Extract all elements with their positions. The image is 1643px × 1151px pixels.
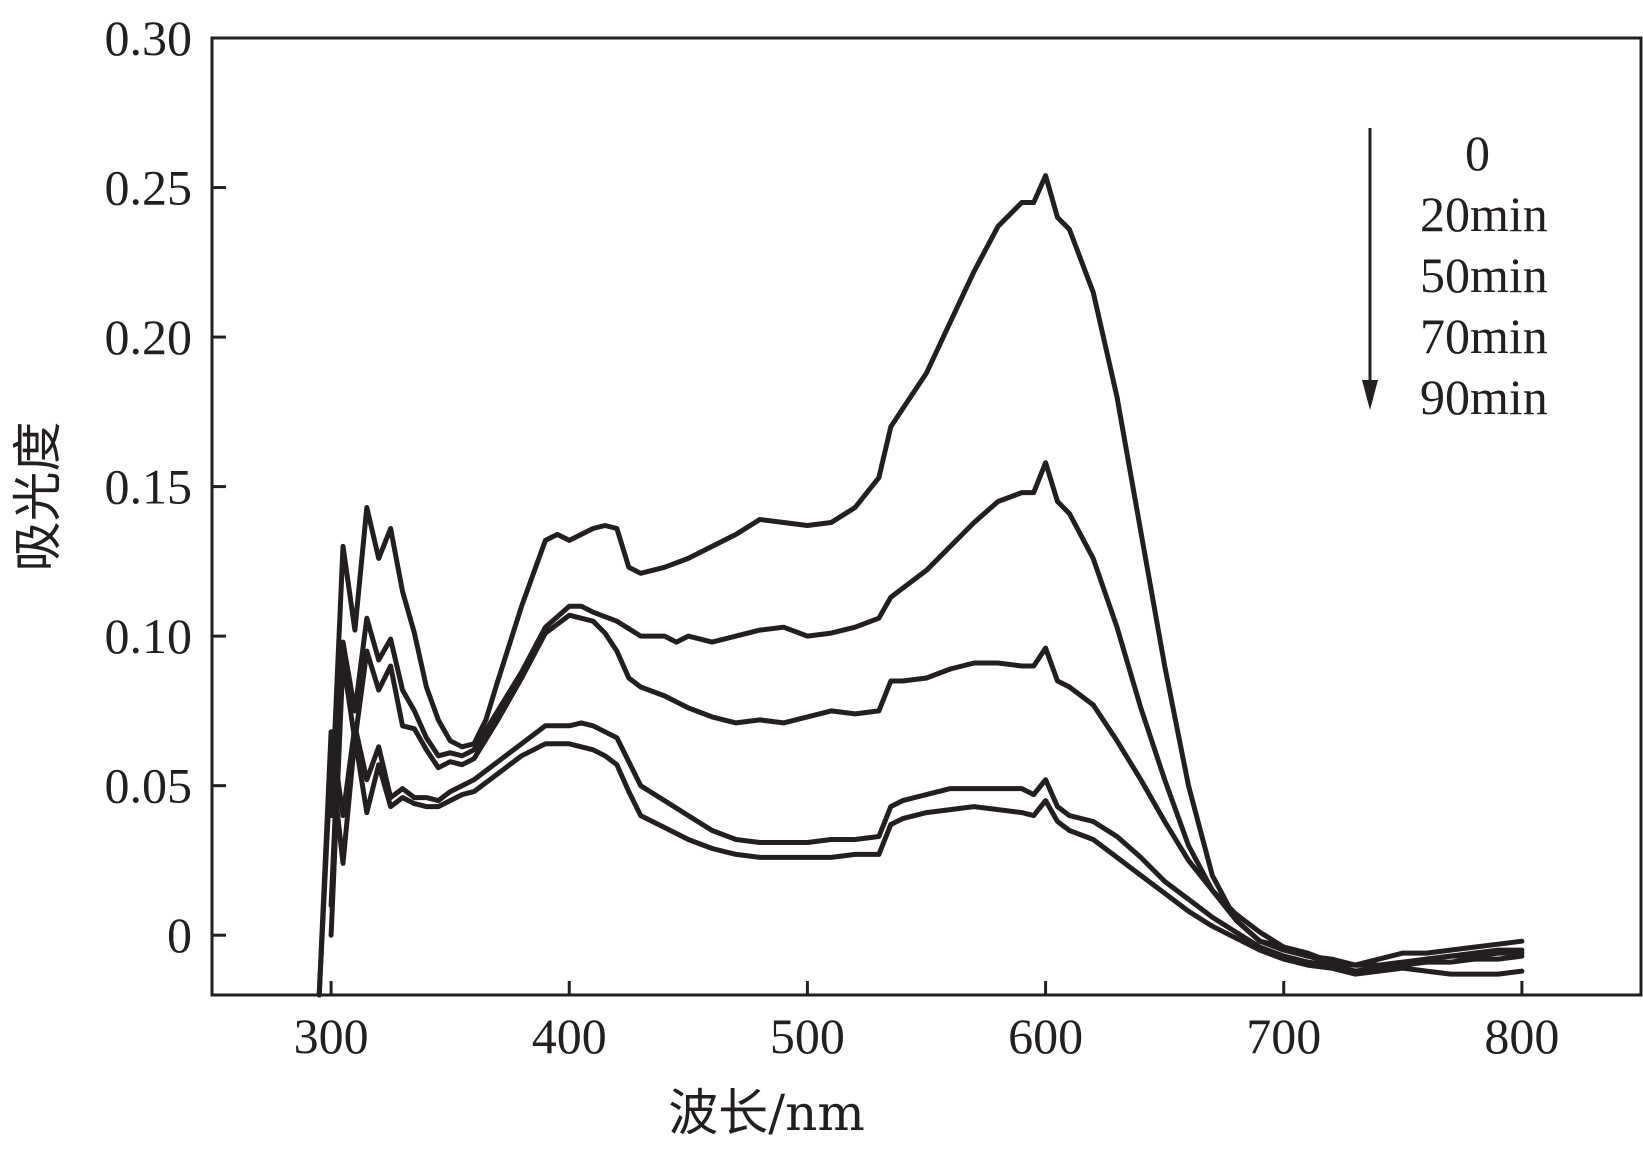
legend-arrow-head-icon bbox=[1362, 380, 1378, 410]
x-axis-title: 波长/nm bbox=[668, 1084, 864, 1142]
y-axis: 0 0.05 0.10 0.15 0.20 0.25 0.30 bbox=[105, 10, 226, 963]
x-tick-label: 500 bbox=[770, 1008, 845, 1064]
series-line-4 bbox=[316, 735, 1525, 998]
legend-label: 90min bbox=[1420, 369, 1548, 425]
legend-label: 70min bbox=[1420, 308, 1548, 364]
x-tick-label: 400 bbox=[532, 1008, 607, 1064]
series-line-1 bbox=[328, 460, 1525, 968]
series-line-2 bbox=[328, 612, 1525, 968]
y-tick-label: 0.15 bbox=[105, 459, 193, 515]
x-tick-label: 300 bbox=[294, 1008, 369, 1064]
x-tick-label: 700 bbox=[1246, 1008, 1321, 1064]
legend-label: 50min bbox=[1420, 247, 1548, 303]
plot-frame bbox=[210, 36, 1643, 997]
y-tick-label: 0.10 bbox=[105, 608, 193, 664]
x-axis: 300 400 500 600 700 800 bbox=[294, 981, 1559, 1064]
series-line-3 bbox=[316, 720, 1525, 998]
series-lines bbox=[316, 173, 1525, 998]
legend-label: 20min bbox=[1420, 186, 1548, 242]
x-tick-label: 600 bbox=[1008, 1008, 1083, 1064]
x-tick-label: 800 bbox=[1484, 1008, 1559, 1064]
legend-label: 0 bbox=[1465, 125, 1490, 181]
y-tick-label: 0.05 bbox=[105, 758, 193, 814]
y-tick-label: 0 bbox=[167, 907, 192, 963]
y-tick-label: 0.30 bbox=[105, 10, 193, 66]
y-tick-label: 0.20 bbox=[105, 309, 193, 365]
y-tick-label: 0.25 bbox=[105, 160, 193, 216]
y-axis-title: 吸光度 bbox=[9, 422, 67, 572]
